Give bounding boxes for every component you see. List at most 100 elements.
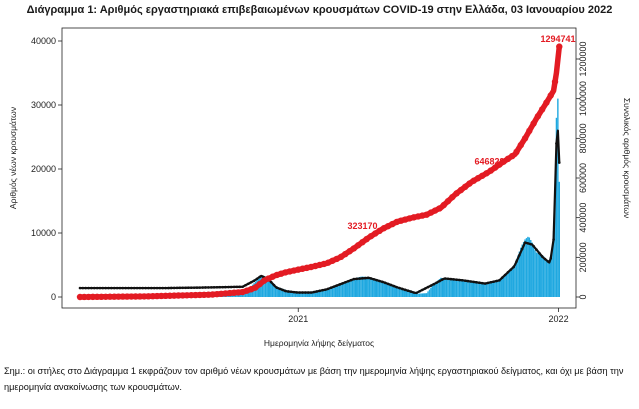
average-point — [172, 286, 176, 290]
average-point — [529, 242, 533, 246]
bar — [435, 281, 438, 297]
bar — [410, 292, 412, 297]
average-point — [189, 286, 193, 289]
average-point — [209, 286, 213, 289]
bar — [398, 288, 401, 297]
bar — [338, 284, 341, 297]
bar — [530, 240, 532, 297]
average-point — [218, 285, 222, 289]
average-point — [466, 279, 470, 283]
bar — [373, 278, 375, 297]
bar — [387, 283, 389, 297]
average-point — [415, 291, 418, 295]
bar — [328, 288, 331, 297]
y-left-axis-label: Αριθμός νέων κρουσμάτων — [8, 107, 18, 209]
average-point — [224, 285, 227, 289]
cumulative-point — [556, 43, 563, 50]
y-left-tick-label: 20000 — [31, 164, 56, 174]
bar — [491, 282, 493, 297]
bar — [485, 283, 488, 297]
average-point — [429, 284, 433, 287]
average-point — [446, 277, 450, 281]
average-point — [152, 286, 156, 290]
average-point — [500, 276, 504, 279]
bar — [348, 279, 351, 297]
bar — [330, 287, 332, 297]
average-point — [244, 283, 247, 287]
cumulative-point — [534, 113, 542, 120]
average-point — [386, 282, 390, 286]
bar — [291, 291, 294, 297]
average-point — [324, 288, 327, 291]
average-point — [272, 283, 276, 287]
bar — [418, 293, 421, 297]
cumulative-point — [517, 141, 524, 149]
bar — [438, 279, 441, 297]
average-point — [315, 290, 319, 293]
bar — [340, 283, 342, 297]
average-point — [518, 253, 521, 257]
average-point — [503, 273, 507, 277]
bar — [547, 260, 549, 297]
average-point — [161, 286, 165, 290]
cumulative-point — [440, 201, 447, 209]
cumulative-point — [543, 99, 550, 106]
average-point — [135, 286, 139, 290]
red-line-series — [76, 43, 563, 301]
bar — [494, 281, 496, 297]
bar — [527, 236, 529, 297]
average-point — [406, 289, 410, 293]
bar — [333, 286, 335, 297]
bar — [350, 279, 352, 297]
average-point — [127, 286, 130, 290]
bar — [301, 292, 304, 297]
average-point — [115, 286, 119, 290]
average-point — [158, 286, 162, 290]
average-point — [401, 287, 404, 291]
average-point — [235, 285, 239, 289]
average-point — [124, 286, 127, 290]
bar — [490, 282, 492, 297]
annotation-label: 323170 — [348, 221, 378, 231]
average-point — [155, 286, 159, 290]
bar — [451, 279, 453, 297]
average-point — [495, 279, 498, 283]
bar — [397, 287, 399, 297]
bar — [531, 242, 533, 297]
average-point — [304, 291, 307, 294]
bar — [417, 293, 419, 297]
average-point — [252, 279, 256, 283]
bar — [548, 261, 550, 297]
bar — [344, 281, 347, 297]
bar — [525, 238, 528, 297]
average-point — [532, 244, 535, 248]
cumulative-point — [547, 92, 554, 99]
bar — [537, 252, 539, 297]
average-point — [258, 275, 262, 279]
bar — [457, 279, 459, 297]
average-point — [349, 278, 353, 282]
average-point — [335, 284, 339, 287]
bar — [357, 277, 359, 297]
average-point — [275, 286, 279, 289]
average-point — [469, 280, 473, 283]
bar — [405, 291, 408, 297]
bar — [308, 292, 311, 297]
bar — [517, 255, 519, 297]
bar — [558, 181, 560, 297]
bar — [356, 277, 358, 297]
average-point — [523, 241, 527, 244]
bar — [404, 290, 406, 297]
bar — [401, 289, 404, 297]
average-point — [520, 247, 524, 251]
bar — [385, 282, 388, 297]
average-point — [104, 286, 107, 290]
bar — [367, 277, 369, 297]
cumulative-point — [513, 148, 520, 156]
average-point — [150, 286, 153, 290]
average-point — [284, 289, 287, 293]
bar — [555, 117, 558, 297]
bar — [313, 292, 315, 297]
bar — [321, 290, 324, 297]
